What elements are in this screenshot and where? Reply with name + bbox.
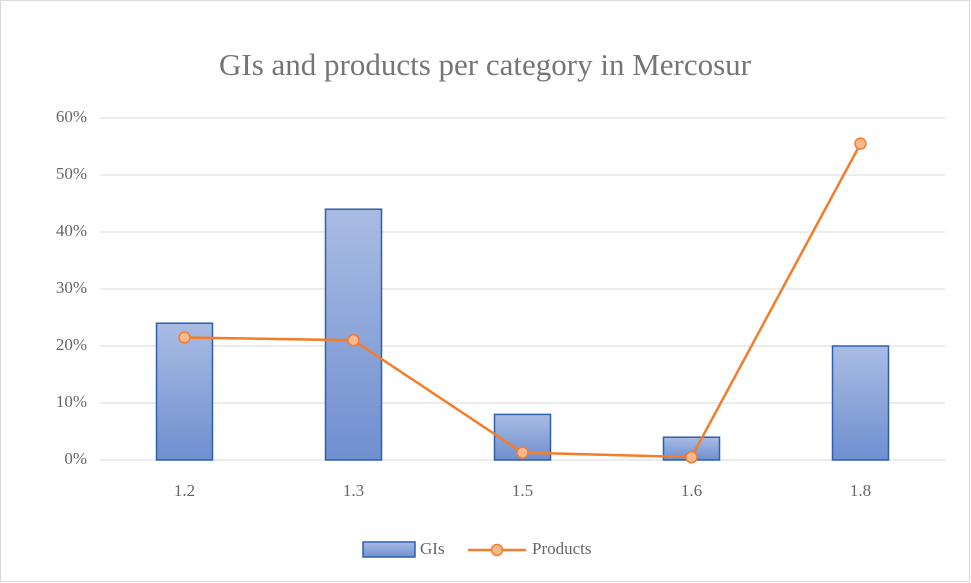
marker	[516, 446, 529, 459]
marker	[178, 331, 191, 344]
x-tick-label: 1.8	[850, 481, 871, 500]
marker	[854, 137, 867, 150]
y-tick-label: 40%	[56, 221, 87, 240]
x-tick-label: 1.2	[174, 481, 195, 500]
legend-label: Products	[532, 539, 592, 558]
marker	[685, 450, 698, 464]
y-tick-label: 30%	[56, 278, 87, 297]
y-tick-label: 50%	[56, 164, 87, 183]
y-tick-label: 60%	[56, 107, 87, 126]
bar	[831, 345, 890, 461]
y-tick-label: 10%	[56, 392, 87, 411]
legend-label: GIs	[420, 539, 445, 558]
y-tick-label: 20%	[56, 335, 87, 354]
y-tick-label: 0%	[64, 449, 87, 468]
legend-marker	[490, 543, 504, 557]
x-tick-label: 1.5	[512, 481, 533, 500]
x-tick-label: 1.3	[343, 481, 364, 500]
bar	[155, 322, 214, 461]
x-tick-label: 1.6	[681, 481, 702, 500]
marker	[347, 334, 360, 347]
legend-swatch	[362, 541, 416, 558]
chart-title: GIs and products per category in Mercosu…	[219, 47, 752, 82]
